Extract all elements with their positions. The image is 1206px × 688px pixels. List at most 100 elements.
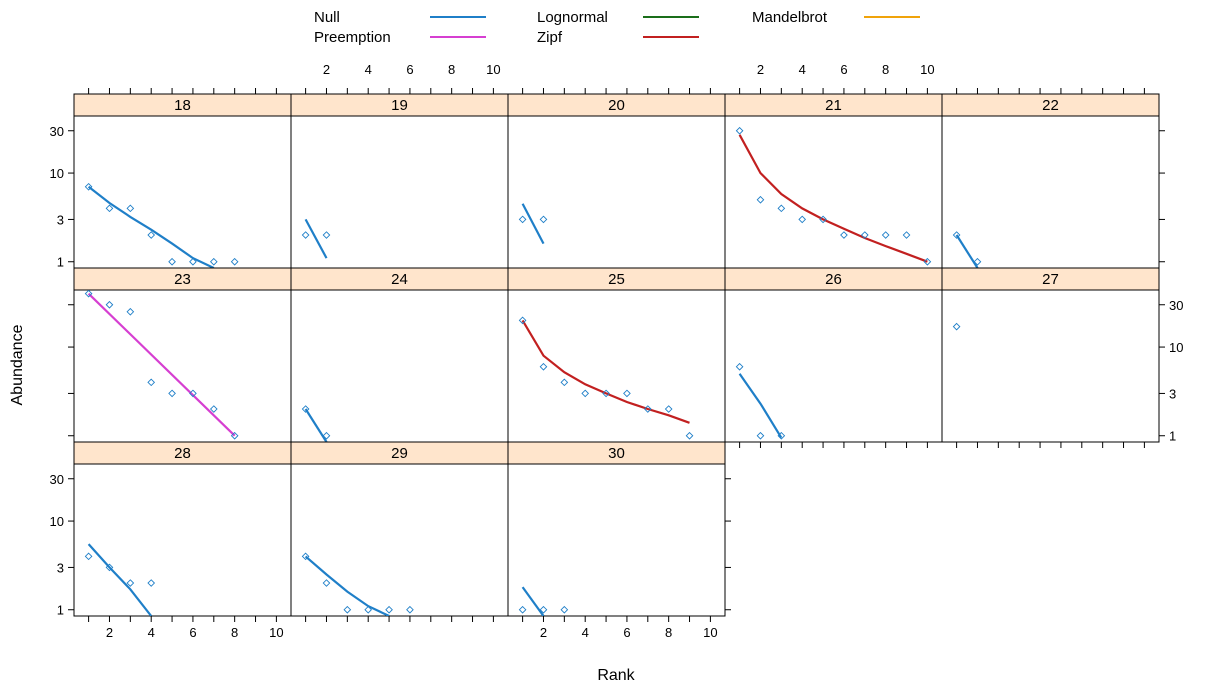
panel-25: 25 [507, 267, 726, 443]
data-point [230, 431, 239, 440]
panel-strip-label: 26 [825, 271, 842, 288]
y-tick-label: 1 [57, 603, 64, 618]
panel-20: 20 [507, 93, 726, 269]
data-point [756, 431, 765, 440]
data-point [643, 405, 652, 413]
data-point [539, 362, 548, 371]
legend-item-lognormal: Lognormal [537, 9, 699, 26]
y-tick-label: 3 [57, 560, 64, 575]
y-axis-title: Abundance [9, 324, 26, 405]
legend-item-preemption: Preemption [314, 29, 486, 46]
y-tick-label: 10 [1169, 340, 1183, 355]
data-point [840, 231, 848, 239]
data-point [301, 231, 310, 239]
data-point [147, 579, 156, 587]
data-point [881, 231, 890, 239]
y-tick-label: 1 [1169, 429, 1176, 444]
fit-line-null [521, 586, 545, 616]
panel-strip-label: 27 [1042, 271, 1059, 288]
fit-line-zipf [738, 134, 928, 263]
data-point [322, 431, 331, 440]
x-tick-label: 2 [323, 62, 330, 77]
x-tick-label: 10 [703, 625, 717, 640]
data-point [819, 215, 827, 224]
panel-frame [290, 289, 509, 443]
x-tick-label: 2 [106, 625, 113, 640]
data-point [209, 257, 218, 266]
data-point [301, 405, 310, 413]
panel-frame [507, 115, 726, 269]
data-point [209, 405, 218, 413]
data-point [952, 231, 961, 239]
x-tick-label: 4 [148, 625, 155, 640]
legend-item-null: Null [314, 9, 486, 26]
data-point [735, 126, 744, 135]
data-point [322, 231, 331, 239]
fit-line-null [521, 203, 545, 245]
data-point [168, 389, 176, 398]
fit-line-null [304, 218, 328, 259]
data-point [364, 605, 373, 614]
legend-label: Lognormal [537, 9, 608, 26]
data-point [560, 605, 569, 614]
panel-18: 18 [73, 93, 292, 269]
data-point [735, 362, 744, 371]
x-tick-label: 4 [365, 62, 372, 77]
panel-frame [507, 463, 726, 617]
data-point [560, 378, 569, 387]
y-tick-label: 3 [57, 212, 64, 227]
panel-23: 23 [73, 267, 292, 443]
y-tick-label: 1 [57, 255, 64, 270]
x-tick-label: 6 [840, 62, 847, 77]
panel-strip-label: 21 [825, 97, 842, 114]
data-point [798, 215, 807, 224]
data-point [664, 405, 673, 413]
panel-21: 21 [724, 93, 943, 269]
fit-line-null [955, 234, 979, 268]
data-point [581, 389, 590, 398]
data-point [756, 195, 765, 204]
x-tick-label: 8 [882, 62, 889, 77]
legend-item-zipf: Zipf [537, 29, 699, 46]
x-tick-label: 8 [448, 62, 455, 77]
panels: 18 19 20 21 22 23 24 25 26 27 28 29 30 [73, 93, 1160, 617]
panel-22: 22 [941, 93, 1160, 269]
y-tick-label: 10 [50, 514, 64, 529]
data-point [777, 431, 786, 440]
data-point [230, 257, 239, 266]
data-point [168, 257, 176, 266]
panel-frame [290, 115, 509, 269]
data-point [147, 378, 156, 387]
panel-27: 27 [941, 267, 1160, 443]
y-tick-label: 3 [1169, 386, 1176, 401]
panel-frame [724, 115, 943, 269]
x-tick-label: 8 [231, 625, 238, 640]
fit-line-null [304, 555, 390, 616]
data-point [902, 231, 911, 239]
data-point [84, 182, 93, 191]
panel-strip-label: 20 [608, 97, 625, 114]
fit-line-zipf [521, 319, 690, 424]
panel-strip-label: 22 [1042, 97, 1059, 114]
x-tick-label: 2 [757, 62, 764, 77]
data-point [518, 316, 527, 325]
data-point [518, 215, 527, 224]
panel-strip-label: 18 [174, 97, 191, 114]
data-point [952, 322, 961, 331]
fit-line-null [87, 185, 215, 268]
y-tick-label: 30 [50, 124, 64, 139]
data-point [518, 605, 527, 614]
data-point [126, 307, 135, 316]
fit-line-preemption [87, 292, 236, 437]
data-point [189, 257, 197, 266]
x-tick-label: 6 [406, 62, 413, 77]
x-tick-label: 8 [665, 625, 672, 640]
x-tick-label: 10 [269, 625, 283, 640]
x-axis-title: Rank [597, 667, 635, 684]
panel-strip-label: 28 [174, 445, 191, 462]
data-point [105, 204, 114, 213]
data-point [343, 605, 352, 614]
axes: 2 4 6 8 10 2 4 6 8 102 4 6 8 10 2 4 6 8 101310301310301310… [50, 62, 1184, 640]
panel-frame [73, 463, 292, 617]
